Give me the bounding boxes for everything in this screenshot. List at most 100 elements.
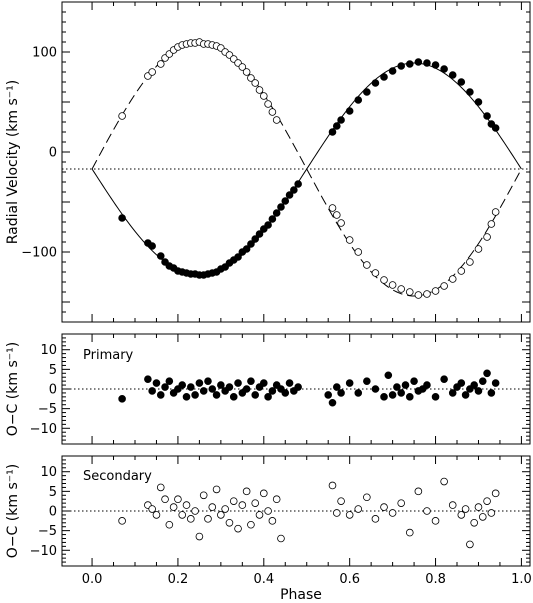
y-tick-label: −5 [38, 524, 57, 539]
secondary-data-point [457, 267, 466, 275]
x-tick-label: 0.2 [168, 572, 189, 587]
secondary-data-point [354, 505, 363, 513]
secondary-data-point [255, 86, 264, 94]
secondary-data-point [466, 258, 474, 266]
secondary-data-point [148, 68, 156, 76]
secondary-data-point [371, 515, 380, 523]
primary-data-point [161, 383, 169, 391]
primary-data-point [345, 107, 354, 115]
primary-residuals-y-axis-label: O−C (km s⁻¹) [5, 342, 21, 436]
primary-data-point [363, 88, 371, 96]
primary-data-point [393, 383, 401, 391]
primary-data-point [401, 381, 410, 389]
y-tick-label: −5 [38, 402, 57, 417]
x-tick-label: 0.0 [82, 572, 103, 587]
secondary-data-point [268, 517, 277, 525]
primary-data-point [405, 60, 414, 68]
y-tick-label: 0 [49, 146, 57, 161]
secondary-annotation: Secondary [83, 469, 152, 484]
secondary-data-point [470, 518, 478, 527]
primary-data-point [294, 383, 302, 391]
primary-data-point [474, 387, 483, 395]
secondary-data-point [234, 524, 242, 533]
x-tick-label: 1.0 [511, 572, 532, 587]
secondary-data-point [272, 116, 281, 124]
secondary-data-point [242, 487, 251, 496]
secondary-data-point [208, 503, 217, 511]
secondary-data-point [491, 489, 500, 498]
y-tick-label: 5 [49, 363, 57, 378]
primary-data-point [491, 124, 500, 132]
secondary-data-point [238, 63, 247, 71]
primary-data-point [328, 128, 337, 136]
secondary-data-point [474, 503, 483, 511]
secondary-data-point [272, 495, 281, 504]
primary-data-point [337, 389, 345, 397]
primary-data-point [212, 391, 221, 399]
primary-data-point [448, 71, 457, 79]
secondary-data-point [478, 513, 487, 521]
x-tick-label: 0.8 [425, 572, 446, 587]
y-tick-label: 5 [49, 485, 57, 500]
primary-data-point [251, 391, 260, 399]
primary-data-point [229, 393, 238, 401]
x-tick-label: 0.4 [253, 572, 274, 587]
primary-data-point [178, 381, 187, 389]
secondary-data-point [405, 528, 414, 537]
primary-data-point [483, 369, 491, 378]
primary-data-point [148, 387, 156, 395]
secondary-data-point [332, 211, 341, 219]
rv-y-axis-label: Radial Velocity (km s⁻¹) [5, 80, 21, 244]
primary-data-point [281, 197, 290, 205]
secondary-data-point [238, 501, 247, 509]
primary-data-point [285, 379, 294, 387]
secondary-data-point [259, 92, 268, 100]
secondary-data-point [212, 485, 221, 494]
secondary-data-point [259, 489, 268, 498]
secondary-data-point [337, 497, 345, 505]
y-tick-label: 10 [40, 343, 57, 358]
primary-annotation: Primary [83, 348, 134, 363]
primary-model-curve [91, 62, 522, 276]
primary-data-point [431, 61, 440, 69]
primary-data-point [217, 381, 225, 389]
primary-data-point [251, 235, 260, 243]
y-tick-label: −100 [21, 246, 57, 261]
primary-data-point [423, 381, 431, 389]
secondary-data-point [487, 220, 496, 228]
secondary-data-point [371, 269, 380, 277]
primary-data-point [337, 116, 345, 124]
primary-data-point [225, 383, 234, 391]
primary-data-point [152, 379, 161, 387]
primary-data-point [431, 393, 440, 401]
primary-data-point [255, 230, 264, 238]
primary-data-point [290, 186, 298, 194]
primary-data-point [247, 377, 255, 385]
secondary-data-point [345, 236, 354, 244]
secondary-residuals-y-axis-label: O−C (km s⁻¹) [5, 464, 21, 558]
primary-data-point [440, 65, 448, 73]
y-tick-label: 100 [32, 46, 57, 61]
secondary-data-point [118, 517, 126, 525]
y-tick-label: 0 [49, 383, 57, 398]
primary-data-point [156, 391, 165, 399]
secondary-data-point [156, 483, 165, 492]
secondary-data-point [431, 517, 440, 525]
secondary-data-point [448, 501, 457, 509]
secondary-data-point [182, 501, 191, 509]
primary-data-point [388, 67, 397, 75]
primary-data-point [380, 73, 388, 81]
secondary-data-point [483, 233, 491, 241]
secondary-data-point [247, 520, 255, 529]
y-tick-label: −10 [30, 544, 57, 559]
secondary-data-point [242, 68, 251, 76]
primary-data-point [264, 393, 272, 401]
primary-data-point [156, 252, 165, 260]
secondary-data-point [457, 511, 466, 519]
primary-data-point [187, 383, 195, 391]
primary-data-point [118, 395, 126, 403]
primary-data-point [182, 393, 191, 401]
secondary-data-point [380, 276, 388, 284]
primary-data-point [457, 78, 466, 86]
